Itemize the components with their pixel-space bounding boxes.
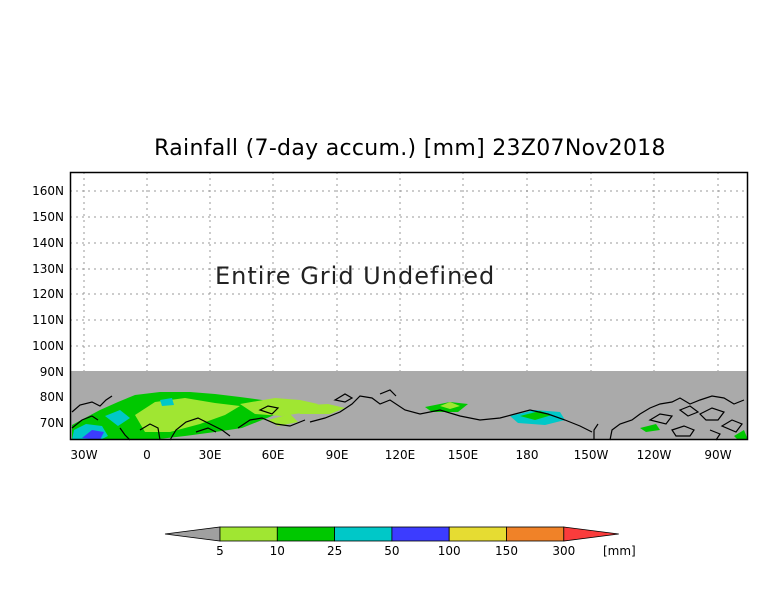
lon-label: 120E	[385, 448, 416, 462]
lat-label: 110N	[32, 313, 64, 327]
colorbar-label: 5	[216, 544, 224, 558]
map-frame	[69, 171, 749, 441]
colorbar-segment	[506, 526, 565, 542]
lon-label: 0	[143, 448, 151, 462]
colorbar-label: 100	[438, 544, 461, 558]
coastlines	[71, 389, 745, 441]
lat-label: 130N	[32, 262, 64, 276]
rainfall-shading	[72, 392, 748, 440]
lat-label: 90N	[40, 365, 64, 379]
undefined-grid-note: Entire Grid Undefined	[215, 262, 496, 290]
colorbar-segment	[276, 526, 335, 542]
lon-label: 90W	[704, 448, 731, 462]
lon-label: 90E	[326, 448, 349, 462]
lon-label: 30E	[199, 448, 222, 462]
lon-label: 120W	[637, 448, 672, 462]
lat-axis: 160N 150N 140N 130N 120N 110N 100N 90N 8…	[32, 184, 64, 430]
lon-label: 180	[516, 448, 539, 462]
colorbar-label: 10	[270, 544, 285, 558]
lat-label: 150N	[32, 210, 64, 224]
colorbar-label: 25	[327, 544, 342, 558]
colorbar-arrow-high	[563, 526, 619, 542]
colorbar-segment	[448, 526, 507, 542]
lon-label: 60E	[262, 448, 285, 462]
lat-label: 140N	[32, 236, 64, 250]
colorbar-segment	[334, 526, 393, 542]
lat-label: 160N	[32, 184, 64, 198]
colorbar: 5 10 25 50 100 150 300	[164, 526, 619, 558]
lon-label: 30W	[70, 448, 97, 462]
colorbar-arrow-low	[164, 526, 221, 542]
colorbar-unit: [mm]	[603, 544, 636, 558]
colorbar-segment	[219, 526, 278, 542]
lat-label: 100N	[32, 339, 64, 353]
lat-label: 80N	[40, 390, 64, 404]
lon-label: 150E	[448, 448, 479, 462]
map-title: Rainfall (7-day accum.) [mm] 23Z07Nov201…	[154, 136, 666, 161]
lat-label: 120N	[32, 287, 64, 301]
colorbar-segment	[391, 526, 450, 542]
lon-axis: 30W 0 30E 60E 90E 120E 150E 180 150W 120…	[70, 448, 731, 462]
colorbar-label: 300	[552, 544, 575, 558]
colorbar-label: 50	[384, 544, 399, 558]
lon-label: 150W	[574, 448, 609, 462]
lat-label: 70N	[40, 416, 64, 430]
colorbar-label: 150	[495, 544, 518, 558]
